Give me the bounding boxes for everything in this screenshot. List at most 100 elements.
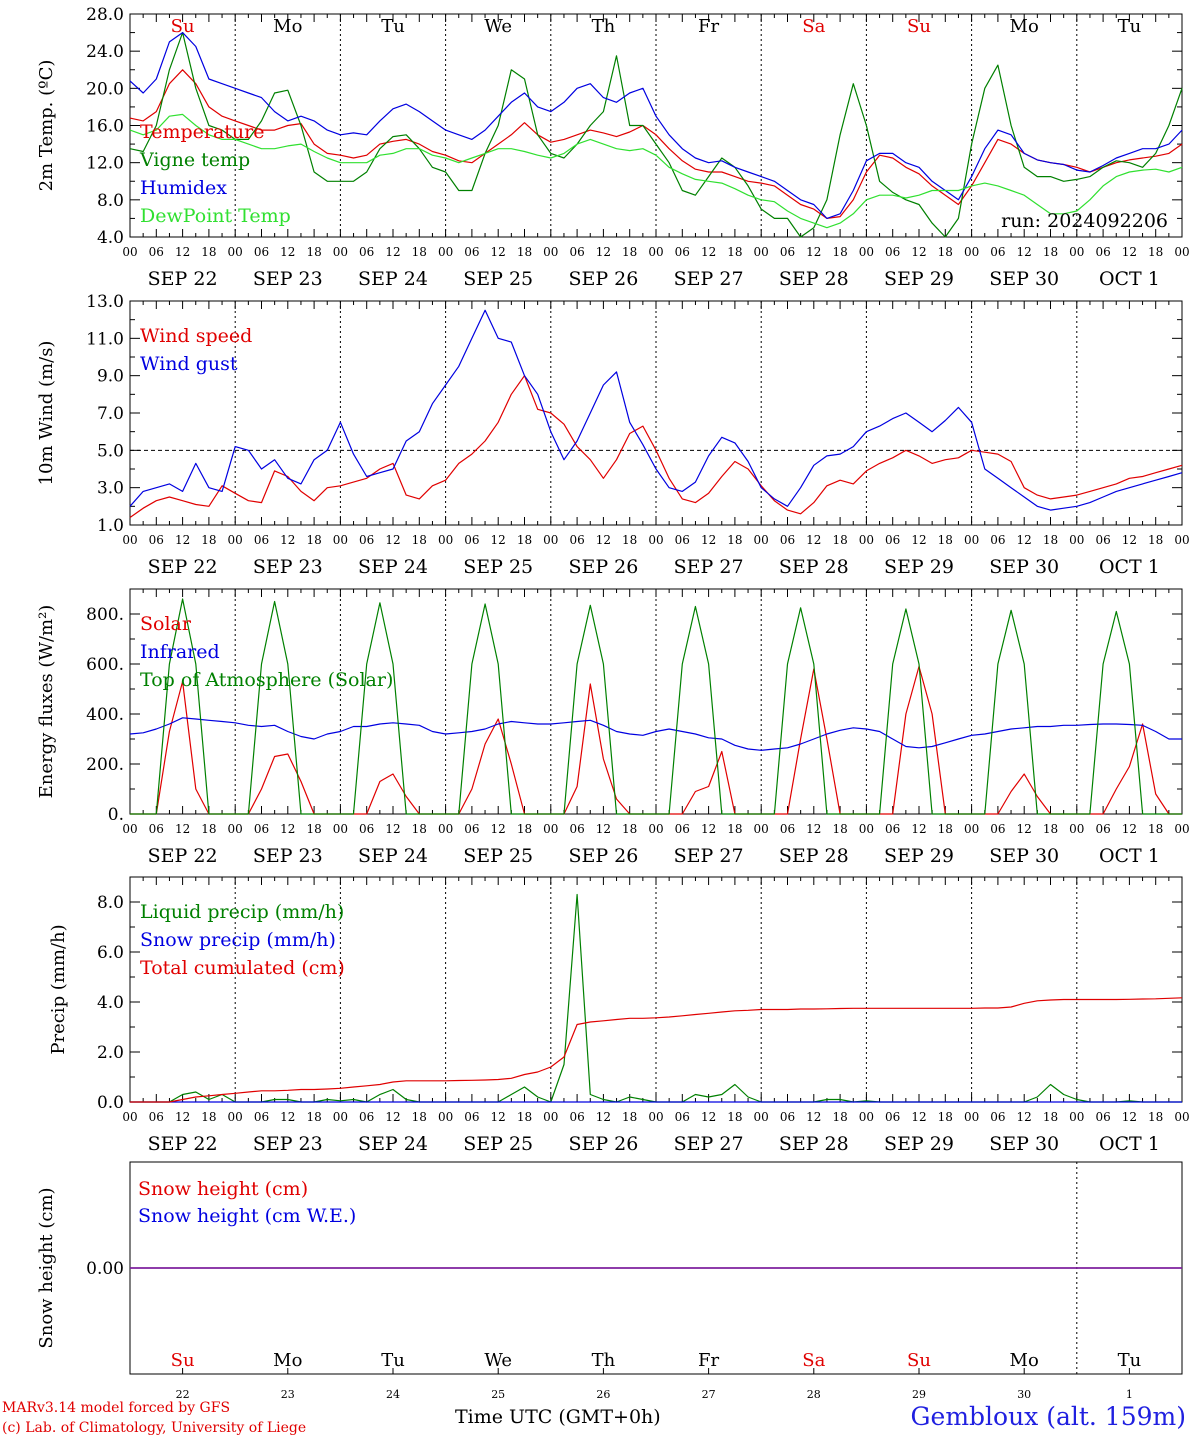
hour-tick-label: 06: [254, 245, 269, 259]
hour-tick-label: 06: [149, 1110, 164, 1124]
hour-tick-label: 12: [596, 1110, 611, 1124]
y-tick-label: 600.: [86, 655, 124, 675]
date-label: SEP 27: [674, 268, 744, 290]
hour-tick-label: 06: [885, 822, 900, 836]
y-axis-label: Precip (mm/h): [48, 924, 69, 1054]
date-label: SEP 22: [148, 845, 218, 867]
day-number-label: 22: [176, 1388, 190, 1401]
hour-tick-label: 00: [754, 1110, 769, 1124]
hour-tick-label: 18: [622, 245, 637, 259]
hour-tick-label: 12: [1122, 822, 1137, 836]
hour-tick-label: 00: [1174, 533, 1189, 547]
hour-tick-label: 00: [859, 1110, 874, 1124]
hour-tick-label: 18: [727, 245, 742, 259]
hour-tick-label: 00: [438, 245, 453, 259]
date-label: SEP 25: [463, 845, 533, 867]
date-label: SEP 24: [358, 268, 428, 290]
hour-tick-label: 12: [1017, 245, 1032, 259]
hour-tick-label: 00: [333, 533, 348, 547]
date-label: SEP 27: [674, 556, 744, 578]
hour-tick-label: 18: [938, 1110, 953, 1124]
date-label: SEP 28: [779, 845, 849, 867]
hour-tick-label: 12: [701, 533, 716, 547]
hour-tick-label: 12: [806, 533, 821, 547]
hour-tick-label: 00: [228, 1110, 243, 1124]
hour-tick-label: 06: [464, 533, 479, 547]
series-line-3-3: [130, 598, 1182, 815]
day-number-label: 26: [596, 1388, 610, 1401]
hour-tick-label: 12: [911, 822, 926, 836]
hour-tick-label: 12: [175, 533, 190, 547]
hour-tick-label: 06: [990, 1110, 1005, 1124]
y-axis-label: 10m Wind (m/s): [36, 341, 57, 486]
y-tick-label: 28.0: [86, 5, 124, 25]
y-tick-label: 400.: [86, 705, 124, 725]
hour-tick-label: 18: [306, 822, 321, 836]
hour-tick-label: 12: [385, 245, 400, 259]
hour-tick-label: 18: [1043, 533, 1058, 547]
hour-tick-label: 18: [938, 822, 953, 836]
hour-tick-label: 06: [1095, 1110, 1110, 1124]
hour-tick-label: 18: [412, 1110, 427, 1124]
hour-tick-label: 00: [1069, 822, 1084, 836]
date-label: SEP 30: [989, 1133, 1059, 1155]
hour-tick-label: 18: [832, 822, 847, 836]
y-tick-label: 5.0: [97, 441, 124, 461]
y-tick-label: 0.0: [97, 1093, 124, 1113]
hour-tick-label: 06: [675, 822, 690, 836]
legend-entry: Wind speed: [140, 325, 252, 347]
hour-tick-label: 12: [385, 533, 400, 547]
y-tick-label: 800.: [86, 605, 124, 625]
hour-tick-label: 06: [780, 822, 795, 836]
date-label: SEP 26: [568, 268, 638, 290]
hour-tick-label: 00: [754, 533, 769, 547]
hour-tick-label: 18: [832, 533, 847, 547]
hour-tick-label: 12: [491, 1110, 506, 1124]
hour-tick-label: 06: [990, 245, 1005, 259]
weekday-label: Tu: [381, 16, 405, 37]
lab-credit: (c) Lab. of Climatology, University of L…: [2, 1420, 307, 1436]
date-label: SEP 28: [779, 1133, 849, 1155]
hour-tick-label: 06: [780, 1110, 795, 1124]
hour-tick-label: 00: [754, 822, 769, 836]
weekday-label: Su: [907, 16, 931, 37]
y-tick-label: 0.: [108, 805, 124, 825]
hour-tick-label: 18: [306, 533, 321, 547]
hour-tick-label: 12: [385, 1110, 400, 1124]
date-label: SEP 30: [989, 556, 1059, 578]
hour-tick-label: 18: [517, 1110, 532, 1124]
hour-tick-label: 00: [122, 822, 137, 836]
weekday-label: Tu: [1118, 16, 1142, 37]
hour-tick-label: 00: [1069, 245, 1084, 259]
date-label: SEP 24: [358, 1133, 428, 1155]
y-tick-label: 2.0: [97, 1043, 124, 1063]
hour-tick-label: 00: [964, 245, 979, 259]
weekday-label: Su: [907, 1350, 931, 1371]
hour-tick-label: 18: [1148, 533, 1163, 547]
hour-tick-label: 06: [675, 533, 690, 547]
hour-tick-label: 18: [412, 245, 427, 259]
hour-tick-label: 00: [1069, 1110, 1084, 1124]
y-axis-label: Snow height (cm): [36, 1187, 57, 1348]
weekday-label: Mo: [273, 1350, 302, 1371]
series-line-1-2: [129, 31, 1183, 238]
run-label: run: 2024092206: [1001, 210, 1168, 232]
date-label: SEP 25: [463, 1133, 533, 1155]
station-name: Gembloux (alt. 159m): [910, 1402, 1186, 1431]
hour-tick-label: 00: [543, 245, 558, 259]
hour-tick-label: 00: [964, 533, 979, 547]
hour-tick-label: 00: [859, 533, 874, 547]
y-tick-label: 8.0: [97, 191, 124, 211]
time-axis-label: Time UTC (GMT+0h): [455, 1406, 661, 1428]
day-number-label: 28: [807, 1388, 821, 1401]
hour-tick-label: 12: [1017, 822, 1032, 836]
hour-tick-label: 12: [385, 822, 400, 836]
hour-tick-label: 12: [175, 1110, 190, 1124]
day-number-label: 27: [702, 1388, 716, 1401]
weekday-label: Tu: [1118, 1350, 1142, 1371]
legend-entry: Top of Atmosphere (Solar): [140, 669, 393, 691]
y-tick-label: 6.0: [97, 943, 124, 963]
y-tick-label: 13.0: [86, 292, 124, 312]
weekday-label: Mo: [1010, 1350, 1039, 1371]
hour-tick-label: 00: [122, 1110, 137, 1124]
